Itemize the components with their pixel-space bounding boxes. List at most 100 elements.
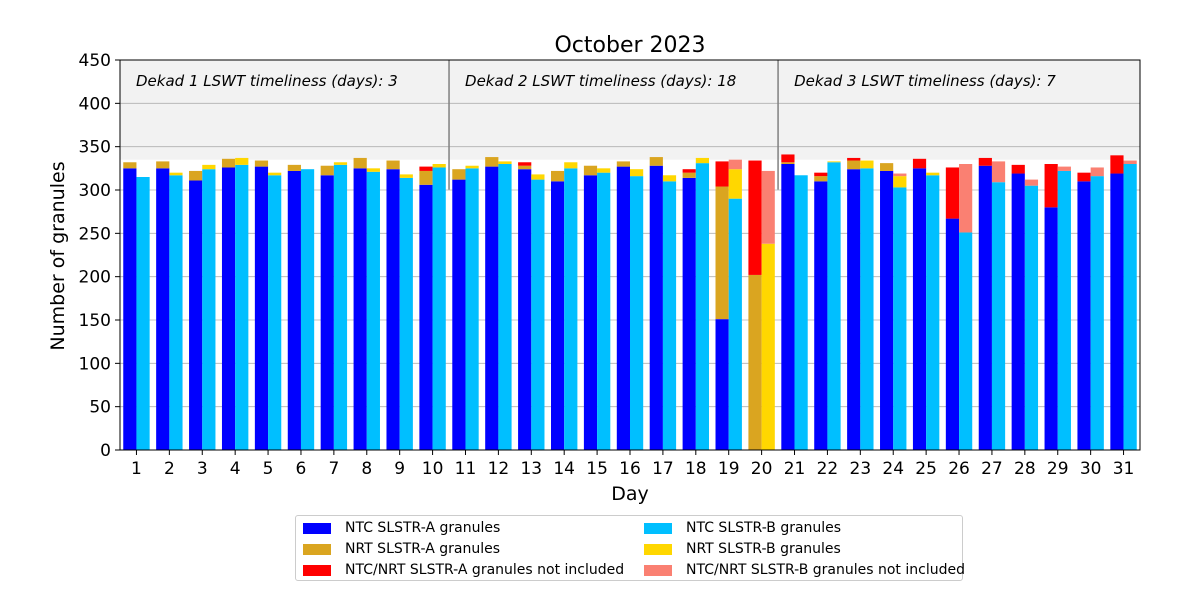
bar-nrt-b-day-20 bbox=[761, 243, 775, 450]
x-tick-label: 15 bbox=[586, 459, 608, 479]
bar-nrt-b-day-7 bbox=[333, 162, 348, 165]
bar-ntc-b-day-18 bbox=[695, 163, 710, 450]
legend-swatch-nrt-a bbox=[303, 543, 331, 555]
bar-excl-a-day-31 bbox=[1110, 155, 1124, 174]
x-tick-label: 30 bbox=[1080, 459, 1102, 479]
bar-ntc-b-day-17 bbox=[662, 181, 677, 451]
x-tick-label: 3 bbox=[197, 459, 208, 479]
bar-nrt-a-day-19 bbox=[715, 186, 729, 320]
bar-nrt-b-day-17 bbox=[662, 175, 677, 182]
bar-nrt-b-day-5 bbox=[268, 172, 282, 176]
x-tick-label: 17 bbox=[652, 459, 674, 479]
bar-ntc-b-day-25 bbox=[926, 175, 940, 450]
bar-ntc-b-day-13 bbox=[531, 179, 545, 450]
x-tick-label: 20 bbox=[751, 459, 773, 479]
bar-ntc-a-day-1 bbox=[123, 168, 137, 451]
bar-ntc-b-day-7 bbox=[333, 164, 348, 450]
bar-excl-b-day-28 bbox=[1024, 179, 1039, 186]
y-tick-label: 200 bbox=[79, 268, 111, 288]
bar-nrt-b-day-2 bbox=[169, 172, 183, 176]
bar-ntc-a-day-30 bbox=[1077, 181, 1091, 451]
dekad-dividers: Dekad 1 LSWT timeliness (days): 3 Dekad 2… bbox=[136, 60, 1056, 190]
bar-ntc-b-day-30 bbox=[1090, 176, 1104, 450]
bar-nrt-b-day-4 bbox=[235, 157, 249, 165]
dekad-label-1: Dekad 1 LSWT timeliness (days): 3 bbox=[136, 72, 398, 90]
bar-nrt-a-day-2 bbox=[156, 161, 170, 169]
x-tick-label: 31 bbox=[1113, 459, 1135, 479]
x-tick-label: 26 bbox=[948, 459, 970, 479]
bar-excl-b-day-31 bbox=[1123, 160, 1137, 164]
x-tick-label: 14 bbox=[553, 459, 575, 479]
x-tick-label: 24 bbox=[882, 459, 904, 479]
bar-nrt-b-day-25 bbox=[926, 172, 940, 176]
bar-ntc-a-day-21 bbox=[781, 164, 795, 450]
legend-label-nrt-a: NRT SLSTR-A granules bbox=[345, 541, 501, 557]
bar-ntc-a-day-7 bbox=[320, 175, 334, 450]
bar-nrt-a-day-15 bbox=[583, 165, 598, 176]
x-tick-label: 2 bbox=[164, 459, 175, 479]
bar-ntc-a-day-14 bbox=[550, 181, 565, 451]
x-tick-label: 10 bbox=[422, 459, 444, 479]
bar-excl-b-day-24 bbox=[893, 173, 907, 177]
bar-nrt-b-day-14 bbox=[564, 162, 578, 169]
bar-excl-b-day-29 bbox=[1057, 166, 1071, 171]
bar-ntc-b-day-27 bbox=[991, 182, 1006, 450]
bar-ntc-a-day-17 bbox=[649, 165, 663, 450]
bar-ntc-a-day-5 bbox=[254, 166, 269, 450]
y-tick-label: 300 bbox=[79, 181, 111, 201]
bar-excl-a-day-20 bbox=[748, 160, 762, 275]
bar-nrt-b-day-3 bbox=[202, 164, 216, 170]
bar-ntc-b-day-5 bbox=[268, 175, 282, 450]
bar-ntc-b-day-16 bbox=[630, 176, 644, 450]
x-tick-label: 13 bbox=[520, 459, 542, 479]
bar-nrt-b-day-9 bbox=[399, 174, 413, 178]
bar-excl-a-day-29 bbox=[1044, 164, 1058, 208]
bar-ntc-b-day-29 bbox=[1057, 170, 1071, 450]
bar-ntc-b-day-21 bbox=[794, 175, 808, 450]
bar-ntc-b-day-6 bbox=[300, 169, 315, 450]
x-tick-label: 4 bbox=[230, 459, 241, 479]
legend-label-excl-a: NTC/NRT SLSTR-A granules not included bbox=[345, 562, 625, 578]
bar-ntc-a-day-23 bbox=[847, 169, 861, 450]
bar-ntc-b-day-2 bbox=[169, 175, 183, 450]
legend-entry-nrt-a: NRT SLSTR-A granules bbox=[303, 539, 500, 559]
x-tick-label: 27 bbox=[981, 459, 1003, 479]
bars bbox=[123, 154, 1137, 451]
legend-swatch-ntc-b bbox=[644, 522, 672, 534]
x-tick-label: 12 bbox=[488, 459, 510, 479]
legend-entry-excl-a: NTC/NRT SLSTR-A granules not included bbox=[303, 560, 624, 580]
dekad-label-2: Dekad 2 LSWT timeliness (days): 18 bbox=[465, 72, 736, 90]
bar-excl-b-day-19 bbox=[728, 159, 742, 170]
bar-excl-a-day-26 bbox=[945, 167, 960, 219]
x-tick-label: 11 bbox=[455, 459, 477, 479]
bar-ntc-a-day-22 bbox=[814, 181, 828, 451]
bar-nrt-a-day-20 bbox=[748, 274, 762, 450]
y-tick-label: 50 bbox=[89, 398, 111, 418]
legend-label-excl-b: NTC/NRT SLSTR-B granules not included bbox=[686, 562, 965, 578]
bar-excl-a-day-25 bbox=[912, 158, 927, 169]
bar-nrt-b-day-18 bbox=[695, 157, 710, 164]
bar-nrt-a-day-17 bbox=[649, 157, 663, 166]
legend-entry-ntc-b: NTC SLSTR-B granules bbox=[644, 518, 841, 538]
bar-nrt-a-day-21 bbox=[781, 162, 795, 164]
bar-ntc-b-day-22 bbox=[827, 162, 841, 450]
bar-ntc-a-day-24 bbox=[880, 170, 894, 450]
bar-ntc-a-day-16 bbox=[616, 166, 630, 450]
legend-swatch-ntc-a bbox=[303, 522, 331, 534]
bar-nrt-a-day-23 bbox=[847, 160, 861, 170]
bar-ntc-a-day-15 bbox=[583, 175, 598, 450]
bar-ntc-b-day-11 bbox=[465, 168, 479, 451]
x-tick-label: 7 bbox=[328, 459, 339, 479]
bar-nrt-b-day-19 bbox=[728, 169, 742, 199]
y-tick-label: 100 bbox=[79, 354, 111, 374]
dekad-label-3: Dekad 3 LSWT timeliness (days): 7 bbox=[794, 72, 1056, 90]
x-tick-label: 5 bbox=[263, 459, 274, 479]
bar-nrt-a-day-11 bbox=[452, 169, 466, 180]
bar-ntc-b-day-26 bbox=[959, 232, 973, 450]
bar-nrt-a-day-18 bbox=[682, 172, 696, 178]
x-tick-label: 21 bbox=[784, 459, 806, 479]
bar-excl-a-day-10 bbox=[419, 166, 433, 171]
x-tick-label: 1 bbox=[131, 459, 142, 479]
bar-nrt-a-day-14 bbox=[550, 170, 565, 182]
bar-nrt-a-day-6 bbox=[287, 164, 301, 171]
